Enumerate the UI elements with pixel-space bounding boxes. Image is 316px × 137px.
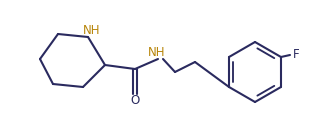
- Text: NH: NH: [83, 24, 101, 36]
- Text: F: F: [293, 48, 299, 62]
- Text: NH: NH: [148, 45, 166, 58]
- Text: O: O: [131, 95, 140, 108]
